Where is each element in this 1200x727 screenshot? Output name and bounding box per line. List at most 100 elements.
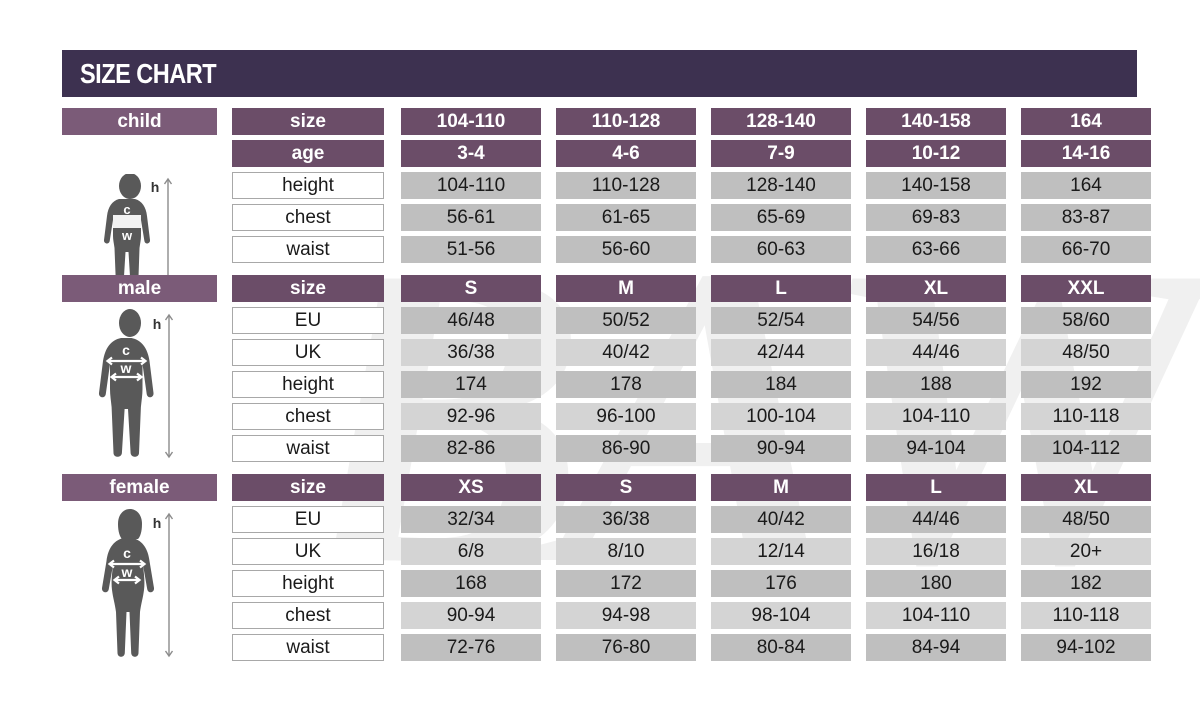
column-gap	[541, 435, 556, 462]
column-gap	[217, 435, 232, 462]
column-gap	[541, 634, 556, 661]
data-cell: 180	[866, 570, 1006, 597]
column-gap	[384, 204, 401, 231]
svg-text:c: c	[122, 342, 130, 358]
data-cell: 61-65	[556, 204, 696, 231]
column-header: 3-4	[401, 140, 541, 167]
column-gap	[1006, 602, 1021, 629]
data-cell: 69-83	[866, 204, 1006, 231]
column-gap	[541, 204, 556, 231]
svg-text:h: h	[150, 179, 159, 195]
table-row: height 174 178 184 188 192	[62, 371, 1151, 398]
column-gap	[1006, 506, 1021, 533]
svg-text:c: c	[123, 202, 130, 217]
column-gap	[1006, 307, 1021, 334]
row-label-UK: UK	[232, 538, 384, 565]
female-figure-wrap: c w h	[62, 508, 217, 660]
data-cell: 110-118	[1021, 602, 1151, 629]
data-cell: 54/56	[866, 307, 1006, 334]
column-gap	[851, 307, 866, 334]
column-gap	[696, 403, 711, 430]
column-gap	[1006, 403, 1021, 430]
data-cell: 90-94	[401, 602, 541, 629]
column-gap	[217, 140, 232, 167]
size-chart: SIZE CHART child size 104-110 110-128 128-14…	[62, 50, 1151, 666]
column-gap	[384, 371, 401, 398]
data-cell: 92-96	[401, 403, 541, 430]
column-header: XL	[866, 275, 1006, 302]
column-gap	[541, 140, 556, 167]
column-gap	[696, 634, 711, 661]
column-header: 128-140	[711, 108, 851, 135]
row-header-age: age	[232, 140, 384, 167]
data-cell: 44/46	[866, 339, 1006, 366]
column-gap	[384, 339, 401, 366]
column-gap	[541, 506, 556, 533]
row-label-waist: waist	[232, 634, 384, 661]
row-label-chest: chest	[232, 403, 384, 430]
data-cell: 8/10	[556, 538, 696, 565]
column-gap	[1006, 570, 1021, 597]
column-gap	[696, 172, 711, 199]
column-gap	[384, 108, 401, 135]
table-row: chest 92-96 96-100 100-104 104-110 110-118	[62, 403, 1151, 430]
row-header-size: size	[232, 108, 384, 135]
row-header-size: size	[232, 474, 384, 501]
column-gap	[696, 236, 711, 263]
row-label-UK: UK	[232, 339, 384, 366]
data-cell: 52/54	[711, 307, 851, 334]
column-gap	[541, 339, 556, 366]
column-gap	[1006, 371, 1021, 398]
column-gap	[1006, 236, 1021, 263]
column-gap	[217, 204, 232, 231]
data-cell: 65-69	[711, 204, 851, 231]
column-gap	[384, 538, 401, 565]
column-gap	[851, 236, 866, 263]
male-figure: c w h	[98, 309, 173, 459]
column-gap	[851, 570, 866, 597]
data-cell: 184	[711, 371, 851, 398]
data-cell: 168	[401, 570, 541, 597]
column-gap	[851, 275, 866, 302]
column-gap	[696, 474, 711, 501]
column-header: L	[711, 275, 851, 302]
column-gap	[217, 108, 232, 135]
table-row: child size 104-110 110-128 128-140 140-158 164	[62, 108, 1151, 135]
data-cell: 104-110	[866, 602, 1006, 629]
column-gap	[217, 538, 232, 565]
column-gap	[217, 339, 232, 366]
column-header: M	[556, 275, 696, 302]
group-label-female: female	[62, 474, 217, 501]
row-label-waist: waist	[232, 236, 384, 263]
data-cell: 66-70	[1021, 236, 1151, 263]
svg-text:w: w	[119, 360, 131, 376]
table-row: male size S M L XL XXL	[62, 275, 1151, 302]
column-gap	[217, 172, 232, 199]
table-row: EU 46/48 50/52 52/54 54/56 58/60	[62, 307, 1151, 334]
column-gap	[541, 602, 556, 629]
data-cell: 98-104	[711, 602, 851, 629]
column-gap	[384, 307, 401, 334]
data-cell: 96-100	[556, 403, 696, 430]
row-label-chest: chest	[232, 602, 384, 629]
data-cell: 110-128	[556, 172, 696, 199]
data-cell: 12/14	[711, 538, 851, 565]
row-label-height: height	[232, 172, 384, 199]
column-header: 7-9	[711, 140, 851, 167]
data-cell: 188	[866, 371, 1006, 398]
column-gap	[696, 339, 711, 366]
table-row: waist 72-76 76-80 80-84 84-94 94-102	[62, 634, 1151, 661]
column-gap	[384, 140, 401, 167]
row-label-chest: chest	[232, 204, 384, 231]
column-gap	[384, 506, 401, 533]
column-gap	[541, 108, 556, 135]
data-cell: 44/46	[866, 506, 1006, 533]
male-figure-wrap: c w h	[62, 309, 217, 461]
column-gap	[851, 172, 866, 199]
column-gap	[217, 371, 232, 398]
column-gap	[851, 538, 866, 565]
column-gap	[1006, 435, 1021, 462]
data-cell: 104-110	[401, 172, 541, 199]
row-header-size: size	[232, 275, 384, 302]
column-gap	[696, 371, 711, 398]
